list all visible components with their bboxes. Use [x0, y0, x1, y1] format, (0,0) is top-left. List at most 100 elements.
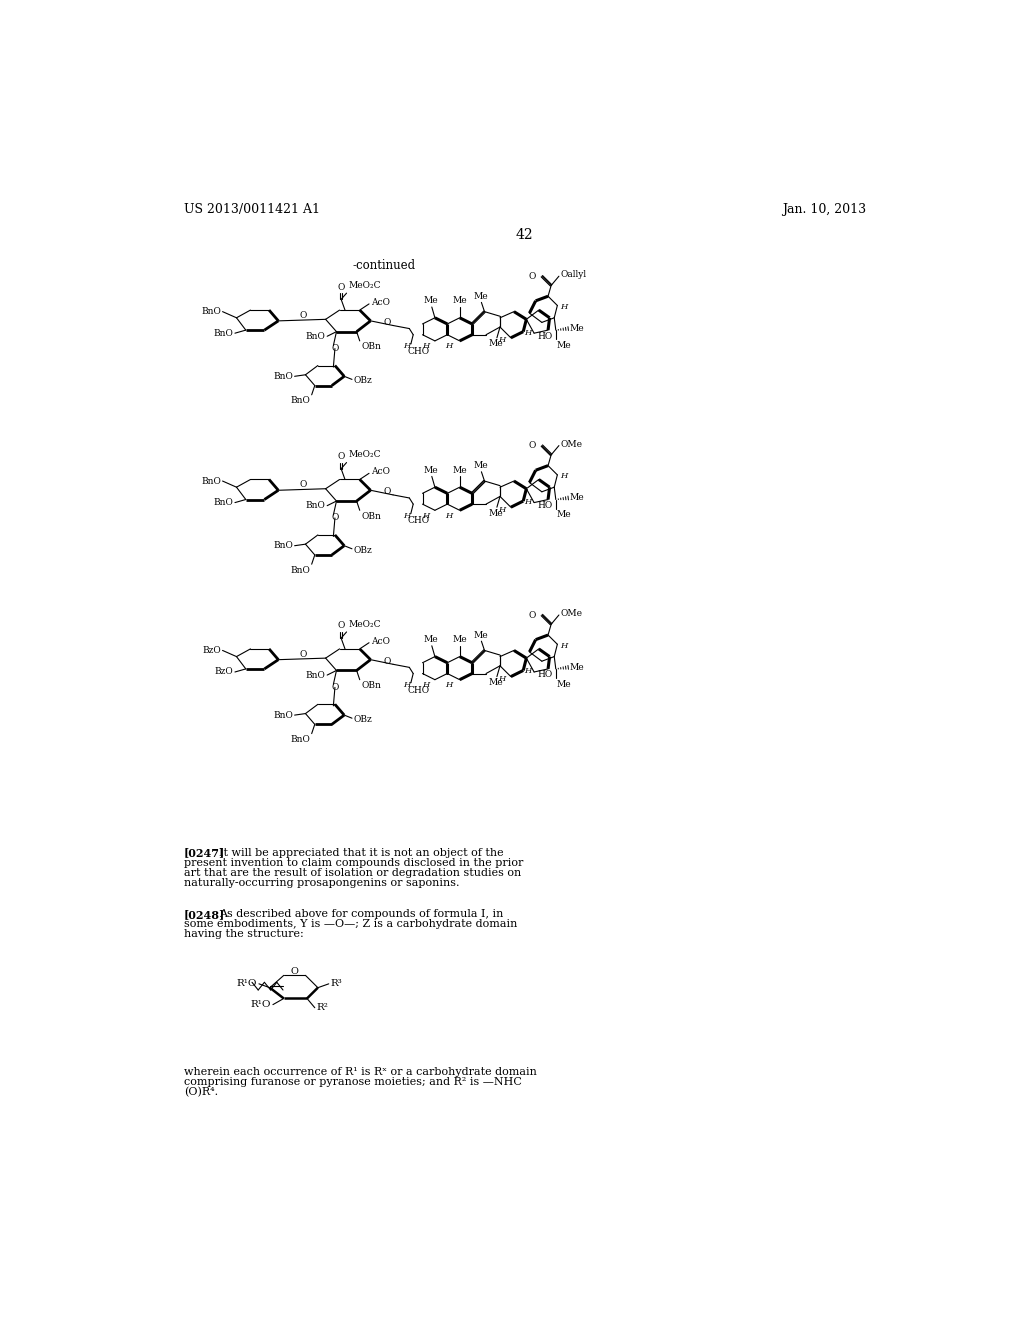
Text: Me: Me [569, 663, 585, 672]
Text: BnO: BnO [290, 396, 310, 405]
Text: CHO: CHO [407, 347, 429, 356]
Text: Me: Me [488, 508, 504, 517]
Text: OBz: OBz [353, 376, 373, 385]
Text: H: H [403, 512, 411, 520]
Text: It will be appreciated that it is not an object of the: It will be appreciated that it is not an… [219, 847, 504, 858]
Text: H: H [445, 342, 453, 350]
Text: BnO: BnO [306, 502, 326, 510]
Text: H: H [524, 498, 531, 506]
Text: O: O [338, 622, 345, 631]
Text: BzO: BzO [203, 645, 221, 655]
Text: AcO: AcO [371, 636, 389, 645]
Text: R³: R³ [331, 979, 342, 989]
Text: Me: Me [453, 466, 467, 475]
Text: 42: 42 [516, 227, 534, 242]
Text: OBn: OBn [361, 512, 381, 521]
Text: comprising furanose or pyranose moieties; and R² is —NHC: comprising furanose or pyranose moieties… [183, 1077, 521, 1086]
Text: Me: Me [453, 635, 467, 644]
Text: OMe: OMe [560, 609, 583, 618]
Text: having the structure:: having the structure: [183, 929, 303, 939]
Text: BzO: BzO [215, 668, 233, 676]
Text: H: H [422, 681, 429, 689]
Text: O: O [383, 318, 390, 327]
Text: [0248]: [0248] [183, 909, 225, 920]
Text: Me: Me [473, 631, 488, 640]
Text: Me: Me [424, 635, 438, 644]
Text: US 2013/0011421 A1: US 2013/0011421 A1 [183, 203, 319, 216]
Text: BnO: BnO [201, 308, 221, 315]
Text: O: O [528, 611, 536, 619]
Text: O: O [331, 513, 339, 523]
Text: O: O [331, 345, 339, 352]
Text: Me: Me [557, 511, 571, 519]
Text: H: H [445, 512, 453, 520]
Text: MeO₂C: MeO₂C [348, 620, 381, 628]
Text: Me: Me [424, 297, 438, 305]
Text: O: O [331, 682, 339, 692]
Text: H: H [403, 342, 411, 350]
Text: -continued: -continued [352, 259, 416, 272]
Text: AcO: AcO [371, 298, 389, 306]
Text: HO: HO [538, 671, 553, 680]
Text: O: O [383, 657, 390, 665]
Text: As described above for compounds of formula I, in: As described above for compounds of form… [219, 909, 504, 919]
Text: R¹O: R¹O [237, 979, 257, 989]
Text: OBn: OBn [361, 681, 381, 690]
Text: OBz: OBz [353, 546, 373, 554]
Text: Oallyl: Oallyl [560, 271, 587, 279]
Text: HO: HO [538, 502, 553, 510]
Text: H: H [422, 512, 429, 520]
Text: H: H [524, 329, 531, 337]
Text: Me: Me [488, 339, 504, 348]
Text: O: O [383, 487, 390, 496]
Text: H: H [498, 506, 505, 513]
Text: OMe: OMe [560, 440, 583, 449]
Text: O: O [299, 649, 307, 659]
Text: H: H [560, 642, 567, 649]
Text: Jan. 10, 2013: Jan. 10, 2013 [781, 203, 866, 216]
Text: some embodiments, Y is —O—; Z is a carbohydrate domain: some embodiments, Y is —O—; Z is a carbo… [183, 919, 517, 929]
Text: BnO: BnO [273, 372, 293, 380]
Text: O: O [338, 282, 345, 292]
Text: BnO: BnO [290, 735, 310, 744]
Text: H: H [403, 681, 411, 689]
Text: BnO: BnO [290, 566, 310, 574]
Text: O: O [338, 451, 345, 461]
Text: OBn: OBn [361, 342, 381, 351]
Text: MeO₂C: MeO₂C [348, 281, 381, 290]
Text: OBz: OBz [353, 715, 373, 725]
Text: H: H [445, 681, 453, 689]
Text: CHO: CHO [407, 516, 429, 525]
Text: (O)R⁴.: (O)R⁴. [183, 1088, 218, 1097]
Text: BnO: BnO [306, 331, 326, 341]
Text: H: H [498, 337, 505, 345]
Text: BnO: BnO [214, 498, 233, 507]
Text: CHO: CHO [407, 686, 429, 694]
Text: AcO: AcO [371, 467, 389, 477]
Text: HO: HO [538, 331, 553, 341]
Text: naturally-occurring prosapongenins or saponins.: naturally-occurring prosapongenins or sa… [183, 878, 460, 887]
Text: Me: Me [557, 680, 571, 689]
Text: Me: Me [453, 297, 467, 305]
Text: BnO: BnO [273, 710, 293, 719]
Text: H: H [524, 668, 531, 676]
Text: present invention to claim compounds disclosed in the prior: present invention to claim compounds dis… [183, 858, 523, 867]
Text: R²: R² [316, 1003, 329, 1012]
Text: Me: Me [569, 494, 585, 503]
Text: BnO: BnO [214, 329, 233, 338]
Text: H: H [560, 473, 567, 480]
Text: wherein each occurrence of R¹ is Rˣ or a carbohydrate domain: wherein each occurrence of R¹ is Rˣ or a… [183, 1067, 537, 1077]
Text: Me: Me [557, 341, 571, 350]
Text: O: O [299, 480, 307, 490]
Text: O: O [291, 968, 299, 975]
Text: O: O [299, 312, 307, 319]
Text: H: H [560, 304, 567, 312]
Text: R¹O: R¹O [251, 1001, 271, 1008]
Text: BnO: BnO [201, 477, 221, 486]
Text: Me: Me [473, 292, 488, 301]
Text: BnO: BnO [306, 671, 326, 680]
Text: art that are the result of isolation or degradation studies on: art that are the result of isolation or … [183, 867, 521, 878]
Text: Me: Me [488, 678, 504, 688]
Text: H: H [498, 675, 505, 682]
Text: Me: Me [424, 466, 438, 475]
